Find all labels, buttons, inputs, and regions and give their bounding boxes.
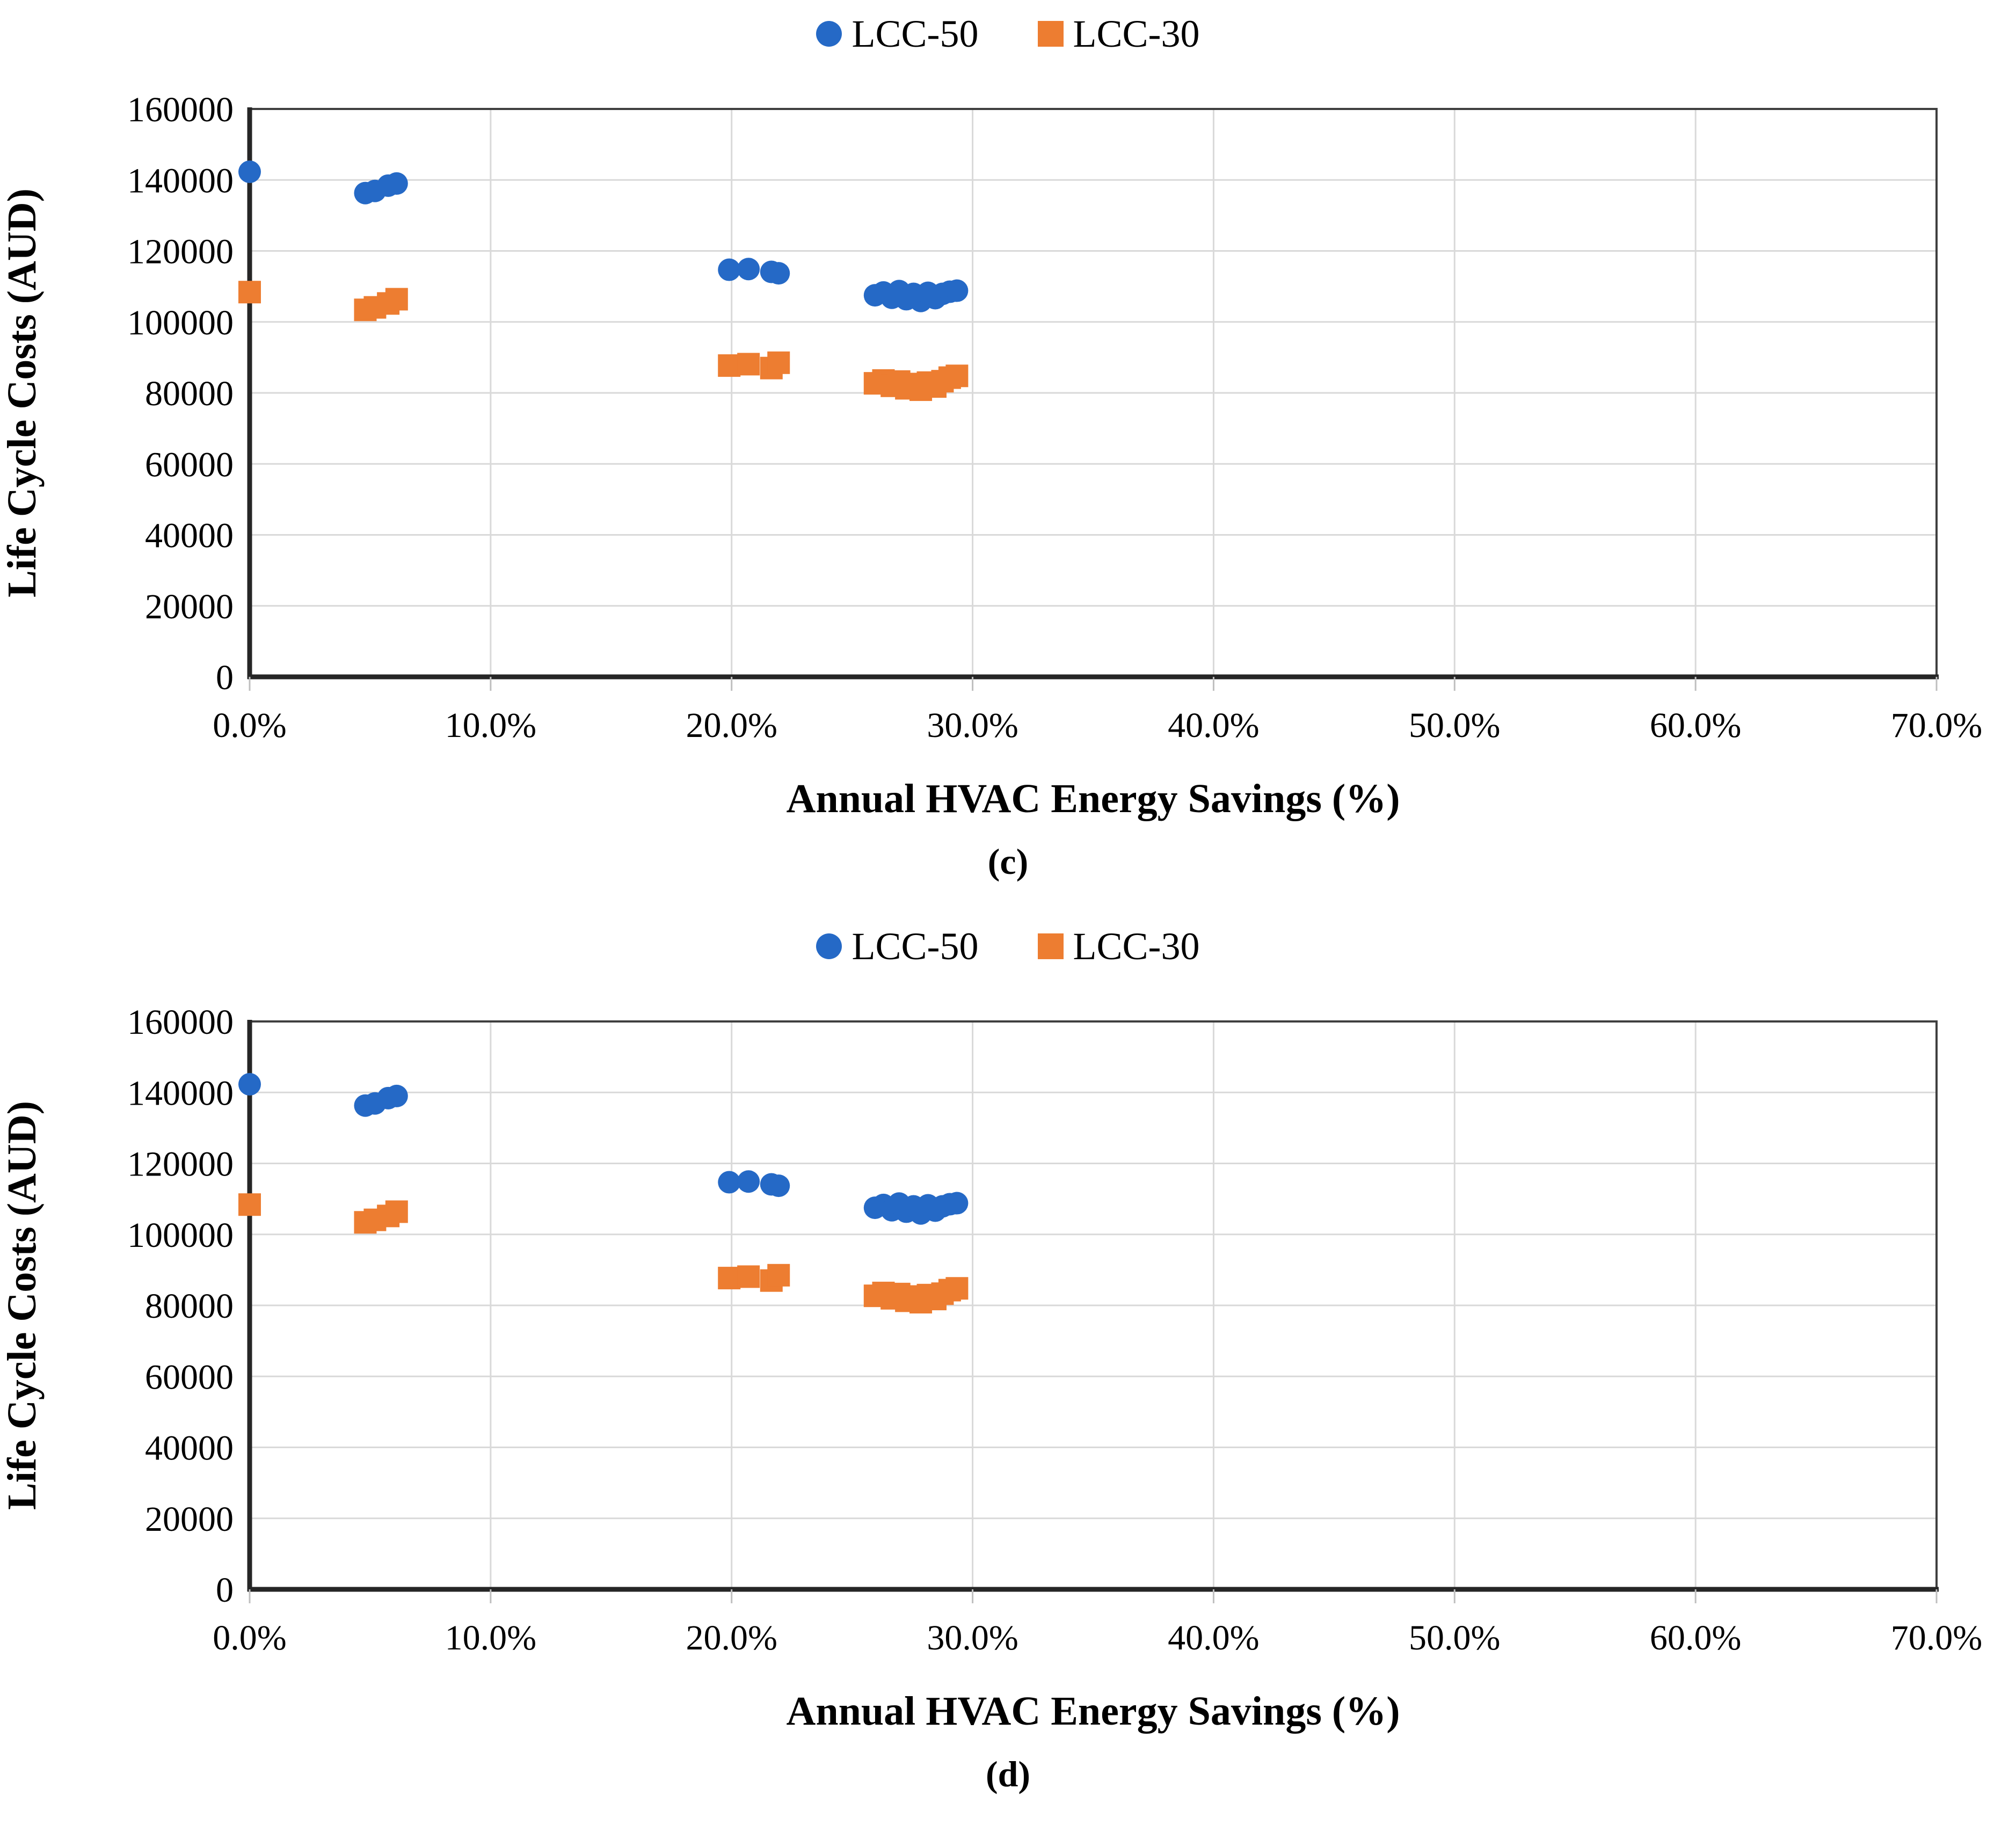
lcc30-point bbox=[238, 281, 261, 304]
legend-label-lcc30: LCC-30 bbox=[1073, 12, 1200, 55]
x-axis-title: Annual HVAC Energy Savings (%) bbox=[786, 776, 1400, 821]
y-tick-label: 100000 bbox=[127, 303, 234, 342]
x-tick-label: 0.0% bbox=[213, 706, 286, 745]
y-tick-label: 40000 bbox=[145, 516, 234, 556]
lcc30-point bbox=[385, 1200, 408, 1223]
chart-d-plot: 0.0% 10.0% 20.0% 30.0% 40.0% 50.0% 60.0% 70.0%0… bbox=[0, 1003, 1982, 1734]
lcc50-point bbox=[385, 1084, 408, 1107]
y-tick-label: 20000 bbox=[145, 587, 234, 626]
y-tick-label: 60000 bbox=[145, 1357, 234, 1397]
y-tick-label: 140000 bbox=[127, 1074, 234, 1113]
series-lcc-50 bbox=[238, 160, 969, 312]
x-tick-label: 40.0% bbox=[1168, 1618, 1259, 1658]
lcc50-point bbox=[737, 1170, 760, 1193]
x-tick-marks bbox=[249, 1589, 1938, 1603]
chart-c-plot: 0.0% 10.0% 20.0% 30.0% 40.0% 50.0% 60.0% 70.0%0… bbox=[0, 90, 1982, 821]
x-tick-labels: 0.0% 10.0% 20.0% 30.0% 40.0% 50.0% 60.0% 70.0% bbox=[213, 1618, 1982, 1658]
legend-item-lcc50: LCC-50 bbox=[816, 12, 979, 56]
gridlines bbox=[250, 109, 1937, 677]
figure-c: LCC-50 LCC-30 0.0% 10.0% 20.0% 30.0% 40.0% 50… bbox=[0, 0, 2016, 912]
y-axis-title: Life Cycle Costs (AUD) bbox=[0, 1101, 45, 1510]
y-tick-label: 40000 bbox=[145, 1429, 234, 1468]
lcc30-point bbox=[767, 1264, 790, 1287]
y-tick-label: 160000 bbox=[127, 90, 234, 129]
x-tick-label: 40.0% bbox=[1168, 706, 1259, 745]
x-tick-label: 10.0% bbox=[445, 706, 536, 745]
x-tick-label: 0.0% bbox=[213, 1618, 286, 1658]
lcc30-point bbox=[945, 1277, 969, 1300]
series-lcc-30 bbox=[238, 281, 969, 401]
lcc50-point bbox=[737, 258, 760, 281]
legend-c: LCC-50 LCC-30 bbox=[0, 0, 2016, 63]
y-tick-label: 160000 bbox=[127, 1003, 234, 1042]
y-tick-label: 100000 bbox=[127, 1216, 234, 1255]
lcc50-point bbox=[945, 279, 969, 302]
legend-item-lcc50: LCC-50 bbox=[816, 924, 979, 969]
lcc30-point bbox=[737, 353, 760, 376]
lcc50-point bbox=[718, 258, 741, 281]
x-tick-label: 70.0% bbox=[1891, 1618, 1982, 1658]
x-tick-label: 10.0% bbox=[445, 1618, 536, 1658]
y-tick-label: 0 bbox=[216, 658, 234, 697]
x-tick-label: 20.0% bbox=[686, 1618, 777, 1658]
lcc50-circle-icon bbox=[816, 21, 842, 47]
y-tick-label: 120000 bbox=[127, 232, 234, 272]
legend-item-lcc30: LCC-30 bbox=[1037, 924, 1200, 969]
y-tick-label: 20000 bbox=[145, 1500, 234, 1539]
lcc30-square-icon bbox=[1037, 21, 1064, 47]
lcc50-circle-icon bbox=[816, 933, 842, 959]
lcc50-point bbox=[238, 160, 261, 184]
lcc30-point bbox=[718, 1267, 741, 1290]
x-tick-label: 60.0% bbox=[1650, 1618, 1741, 1658]
lcc30-point bbox=[385, 288, 408, 311]
lcc30-point bbox=[945, 364, 969, 388]
series-lcc-50 bbox=[238, 1073, 969, 1225]
y-tick-labels: 0 20000 40000 60000 80000 100000 120000 140000 1… bbox=[127, 1003, 234, 1610]
figure-d: LCC-50 LCC-30 0.0% 10.0% 20.0% 30.0% 40.0% 50… bbox=[0, 912, 2016, 1825]
lcc30-point bbox=[238, 1193, 261, 1216]
y-tick-label: 80000 bbox=[145, 374, 234, 413]
x-tick-label: 50.0% bbox=[1409, 1618, 1500, 1658]
lcc50-point bbox=[945, 1192, 969, 1215]
legend-item-lcc30: LCC-30 bbox=[1037, 12, 1200, 56]
x-tick-label: 20.0% bbox=[686, 706, 777, 745]
legend-label-lcc50: LCC-50 bbox=[851, 924, 979, 968]
gridlines bbox=[250, 1021, 1937, 1589]
lcc30-point bbox=[718, 354, 741, 377]
y-tick-label: 120000 bbox=[127, 1145, 234, 1184]
x-tick-label: 60.0% bbox=[1650, 706, 1741, 745]
axes bbox=[247, 107, 1939, 680]
x-tick-label: 70.0% bbox=[1891, 706, 1982, 745]
x-tick-label: 30.0% bbox=[927, 706, 1018, 745]
lcc50-point bbox=[238, 1073, 261, 1096]
y-tick-label: 0 bbox=[216, 1571, 234, 1610]
y-tick-label: 80000 bbox=[145, 1287, 234, 1326]
y-tick-labels: 0 20000 40000 60000 80000 100000 120000 140000 1… bbox=[127, 90, 234, 697]
lcc50-point bbox=[385, 172, 408, 195]
figure-d-caption: (d) bbox=[985, 1754, 1031, 1794]
series-lcc-30 bbox=[238, 1193, 969, 1314]
lcc50-point bbox=[767, 1174, 790, 1198]
figure-c-caption: (c) bbox=[987, 841, 1029, 882]
legend-label-lcc50: LCC-50 bbox=[851, 12, 979, 55]
axes bbox=[247, 1020, 1939, 1592]
lcc50-point bbox=[718, 1171, 741, 1194]
x-tick-marks bbox=[249, 677, 1938, 691]
legend-label-lcc30: LCC-30 bbox=[1073, 924, 1200, 968]
x-tick-label: 50.0% bbox=[1409, 706, 1500, 745]
x-tick-labels: 0.0% 10.0% 20.0% 30.0% 40.0% 50.0% 60.0% 70.0% bbox=[213, 706, 1982, 745]
lcc30-point bbox=[767, 351, 790, 374]
x-tick-label: 30.0% bbox=[927, 1618, 1018, 1658]
lcc30-point bbox=[737, 1265, 760, 1288]
y-tick-label: 140000 bbox=[127, 161, 234, 200]
lcc30-square-icon bbox=[1037, 933, 1064, 959]
y-axis-title: Life Cycle Costs (AUD) bbox=[0, 188, 45, 597]
lcc50-point bbox=[767, 262, 790, 285]
y-tick-label: 60000 bbox=[145, 445, 234, 484]
x-axis-title: Annual HVAC Energy Savings (%) bbox=[786, 1689, 1400, 1734]
legend-d: LCC-50 LCC-30 bbox=[0, 912, 2016, 976]
